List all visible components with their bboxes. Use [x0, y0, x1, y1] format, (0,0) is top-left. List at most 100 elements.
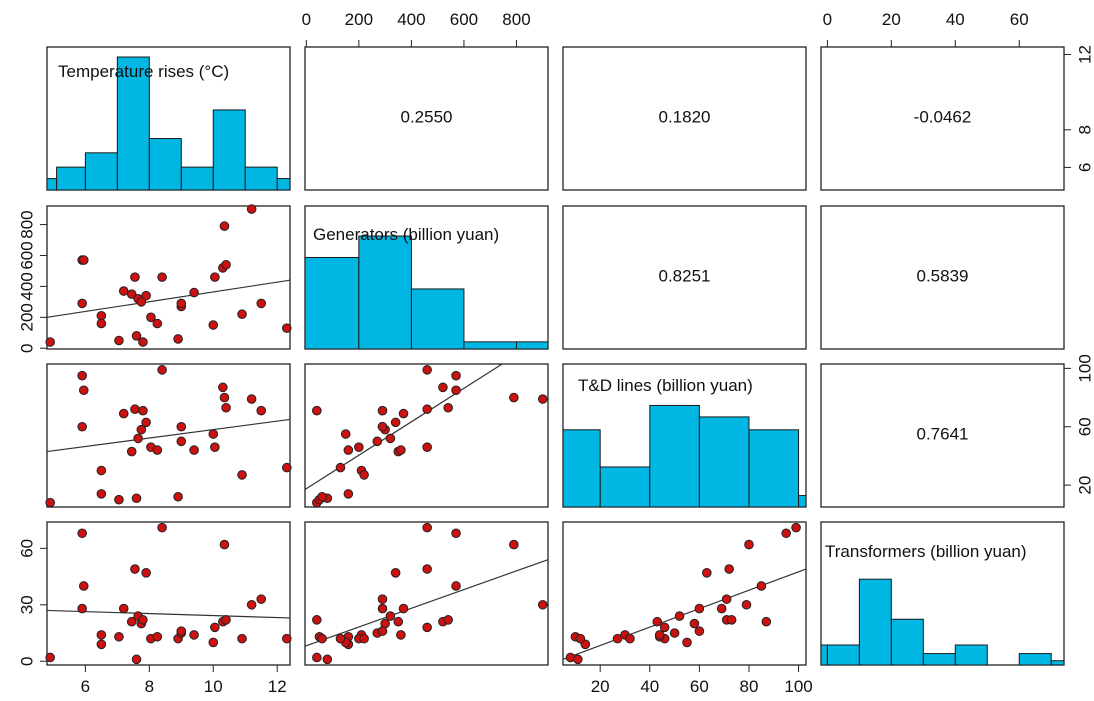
histogram-bar-0-7 [244, 166, 278, 191]
correlation-label: 0.5839 [917, 267, 969, 286]
scatter-point-3-1 [335, 633, 346, 644]
scatter-point-1-0 [246, 204, 257, 214]
scatter-point-1-0 [219, 221, 230, 231]
scatter-point-3-2 [756, 581, 767, 591]
scatter-point-3-1 [396, 630, 406, 640]
scatter-point-2-1 [354, 442, 364, 452]
panel-r1-c3 [820, 205, 1065, 350]
scatter-point-3-0 [78, 581, 89, 591]
top-tick-label: 40 [946, 10, 965, 29]
scatter-point-1-0 [157, 272, 167, 282]
y-tick-label: 400 [17, 272, 36, 300]
scatter-point-1-0 [118, 286, 129, 296]
scatter-point-3-0 [246, 599, 257, 610]
correlation-label: 0.1820 [659, 108, 711, 127]
scatter-point-3-2 [724, 564, 734, 574]
histogram-bar-1-0 [304, 256, 360, 350]
scatter-point-3-1 [422, 622, 432, 633]
scatter-point-3-0 [208, 637, 219, 648]
scatter-point-3-2 [726, 615, 737, 625]
histogram-bar-3-2 [858, 578, 892, 666]
scatter-point-2-0 [221, 402, 231, 413]
scatter-point-2-0 [78, 385, 89, 396]
scatter-point-2-0 [246, 394, 257, 404]
scatter-point-3-2 [689, 618, 700, 629]
scatter-point-3-0 [118, 603, 129, 614]
scatter-point-3-0 [221, 615, 231, 625]
right-tick-label: 20 [1075, 476, 1094, 495]
panel-r3-c2 [562, 521, 807, 666]
scatter-point-2-0 [126, 446, 137, 457]
scatter-point-1-0 [237, 309, 247, 320]
top-tick-label: 200 [345, 10, 373, 29]
top-tick-label: 0 [302, 10, 311, 29]
scatter-point-3-1 [377, 626, 388, 636]
y-tick-label: 800 [17, 210, 36, 238]
scatter-point-2-1 [372, 436, 383, 447]
panel-r3-c1 [304, 521, 549, 666]
scatter-point-2-1 [377, 421, 388, 432]
histogram-bar-3-4 [922, 653, 956, 666]
scatter-point-1-0 [96, 318, 107, 329]
top-tick-label: 600 [450, 10, 478, 29]
x-tick-label: 60 [690, 677, 709, 696]
scatter-point-3-1 [422, 564, 432, 574]
scatter-point-2-1 [451, 370, 461, 381]
scatter-point-3-2 [682, 637, 692, 648]
x-tick-label: 6 [81, 677, 90, 696]
panel-r0-c1 [304, 46, 549, 191]
scatter-point-3-1 [385, 611, 396, 621]
right-tick-label: 6 [1075, 163, 1094, 172]
scatter-point-3-1 [312, 652, 322, 663]
histogram-bar-2-5 [798, 495, 807, 508]
scatter-point-3-0 [157, 522, 167, 533]
scatter-point-3-0 [131, 654, 142, 665]
scatter-point-2-1 [422, 442, 432, 452]
panel-r3-c0 [46, 521, 291, 666]
scatter-point-2-0 [133, 433, 143, 444]
panel-r1-c2 [562, 205, 807, 350]
fit-line-3-1 [304, 559, 549, 647]
scatter-point-2-0 [77, 421, 87, 432]
scatter-point-2-0 [138, 405, 148, 416]
panel-r2-c0 [46, 363, 291, 508]
scatter-point-3-1 [312, 615, 322, 625]
scatter-point-2-1 [312, 405, 322, 416]
scatter-point-2-0 [157, 365, 167, 375]
scatter-point-1-0 [221, 259, 231, 270]
scatter-point-2-0 [256, 405, 267, 416]
scatter-point-1-0 [189, 287, 199, 298]
scatter-point-3-1 [443, 615, 453, 625]
scatter-point-3-2 [654, 630, 665, 640]
top-tick-label: 0 [823, 10, 832, 29]
scatter-point-2-1 [451, 385, 461, 396]
scatter-point-2-0 [114, 494, 124, 505]
histogram-bar-3-0 [820, 644, 828, 666]
scatter-point-2-1 [537, 394, 548, 404]
scatter-point-2-0 [218, 382, 228, 393]
histogram-bar-1-3 [463, 341, 517, 350]
y-tick-label: 0 [17, 343, 36, 352]
scatter-point-3-1 [322, 654, 333, 665]
scatter-point-2-0 [219, 392, 230, 403]
scatter-point-3-2 [761, 616, 772, 627]
panel-r0-c3 [820, 46, 1065, 191]
scatter-point-2-0 [141, 417, 151, 428]
scatter-point-3-0 [210, 622, 220, 633]
right-tick-label: 12 [1075, 45, 1094, 64]
scatter-point-2-1 [343, 489, 354, 499]
scatter-point-1-0 [173, 334, 183, 344]
right-tick-label: 100 [1075, 354, 1094, 382]
scatter-point-3-0 [237, 633, 247, 644]
scatter-point-2-0 [176, 436, 187, 447]
scatter-point-1-0 [208, 320, 219, 330]
fit-line-3-0 [46, 609, 291, 619]
fit-line-2-0 [46, 418, 291, 453]
scatter-point-2-0 [237, 470, 247, 480]
scatter-point-3-0 [138, 615, 148, 625]
histogram-bar-3-8 [1050, 660, 1065, 666]
scatter-point-3-2 [625, 633, 635, 644]
scatter-point-3-2 [659, 622, 670, 633]
scatter-point-1-0 [136, 297, 147, 307]
